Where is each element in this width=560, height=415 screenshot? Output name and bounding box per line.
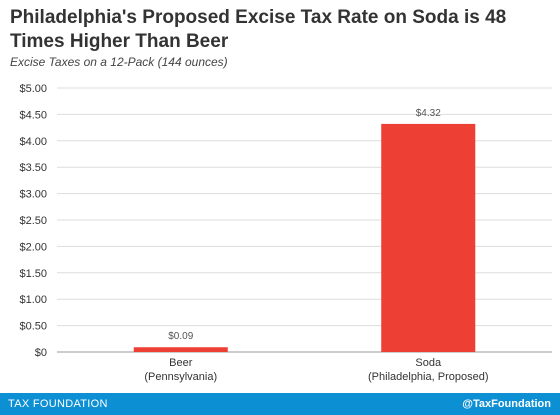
chart-subtitle: Excise Taxes on a 12-Pack (144 ounces) [10, 55, 228, 69]
y-tick-label: $0.50 [19, 321, 47, 333]
bar-chart: $0 $0.50 $1.00 $1.50 $2.00 $2.50 $3.00 $3.50 $4.… [19, 83, 552, 383]
data-label: $4.32 [416, 108, 441, 119]
bar [381, 123, 476, 353]
x-category-label: (Pennsylvania) [144, 371, 217, 383]
y-tick-label: $2.50 [19, 215, 47, 227]
y-tick-label: $4.00 [19, 136, 47, 148]
footer-brand: TAX FOUNDATION [8, 398, 108, 410]
y-tick-label: $4.50 [19, 109, 47, 121]
data-label: $0.09 [168, 331, 193, 342]
bar [133, 347, 228, 352]
footer-twitter-handle[interactable]: @TaxFoundation [462, 398, 551, 410]
x-category-label: (Philadelphia, Proposed) [368, 371, 488, 383]
x-category-label: Beer [169, 357, 193, 369]
y-tick-label: $5.00 [19, 83, 47, 95]
chart-title: Philadelphia's Proposed Excise Tax Rate … [10, 7, 507, 52]
y-tick-label: $0 [35, 347, 47, 359]
y-tick-label: $3.50 [19, 162, 47, 174]
y-tick-label: $1.00 [19, 294, 47, 306]
x-category-label: Soda [415, 357, 442, 369]
y-tick-label: $2.00 [19, 241, 47, 253]
y-tick-label: $1.50 [19, 268, 47, 280]
footer-bar: TAX FOUNDATION @TaxFoundation [0, 393, 560, 415]
y-tick-label: $3.00 [19, 189, 47, 201]
